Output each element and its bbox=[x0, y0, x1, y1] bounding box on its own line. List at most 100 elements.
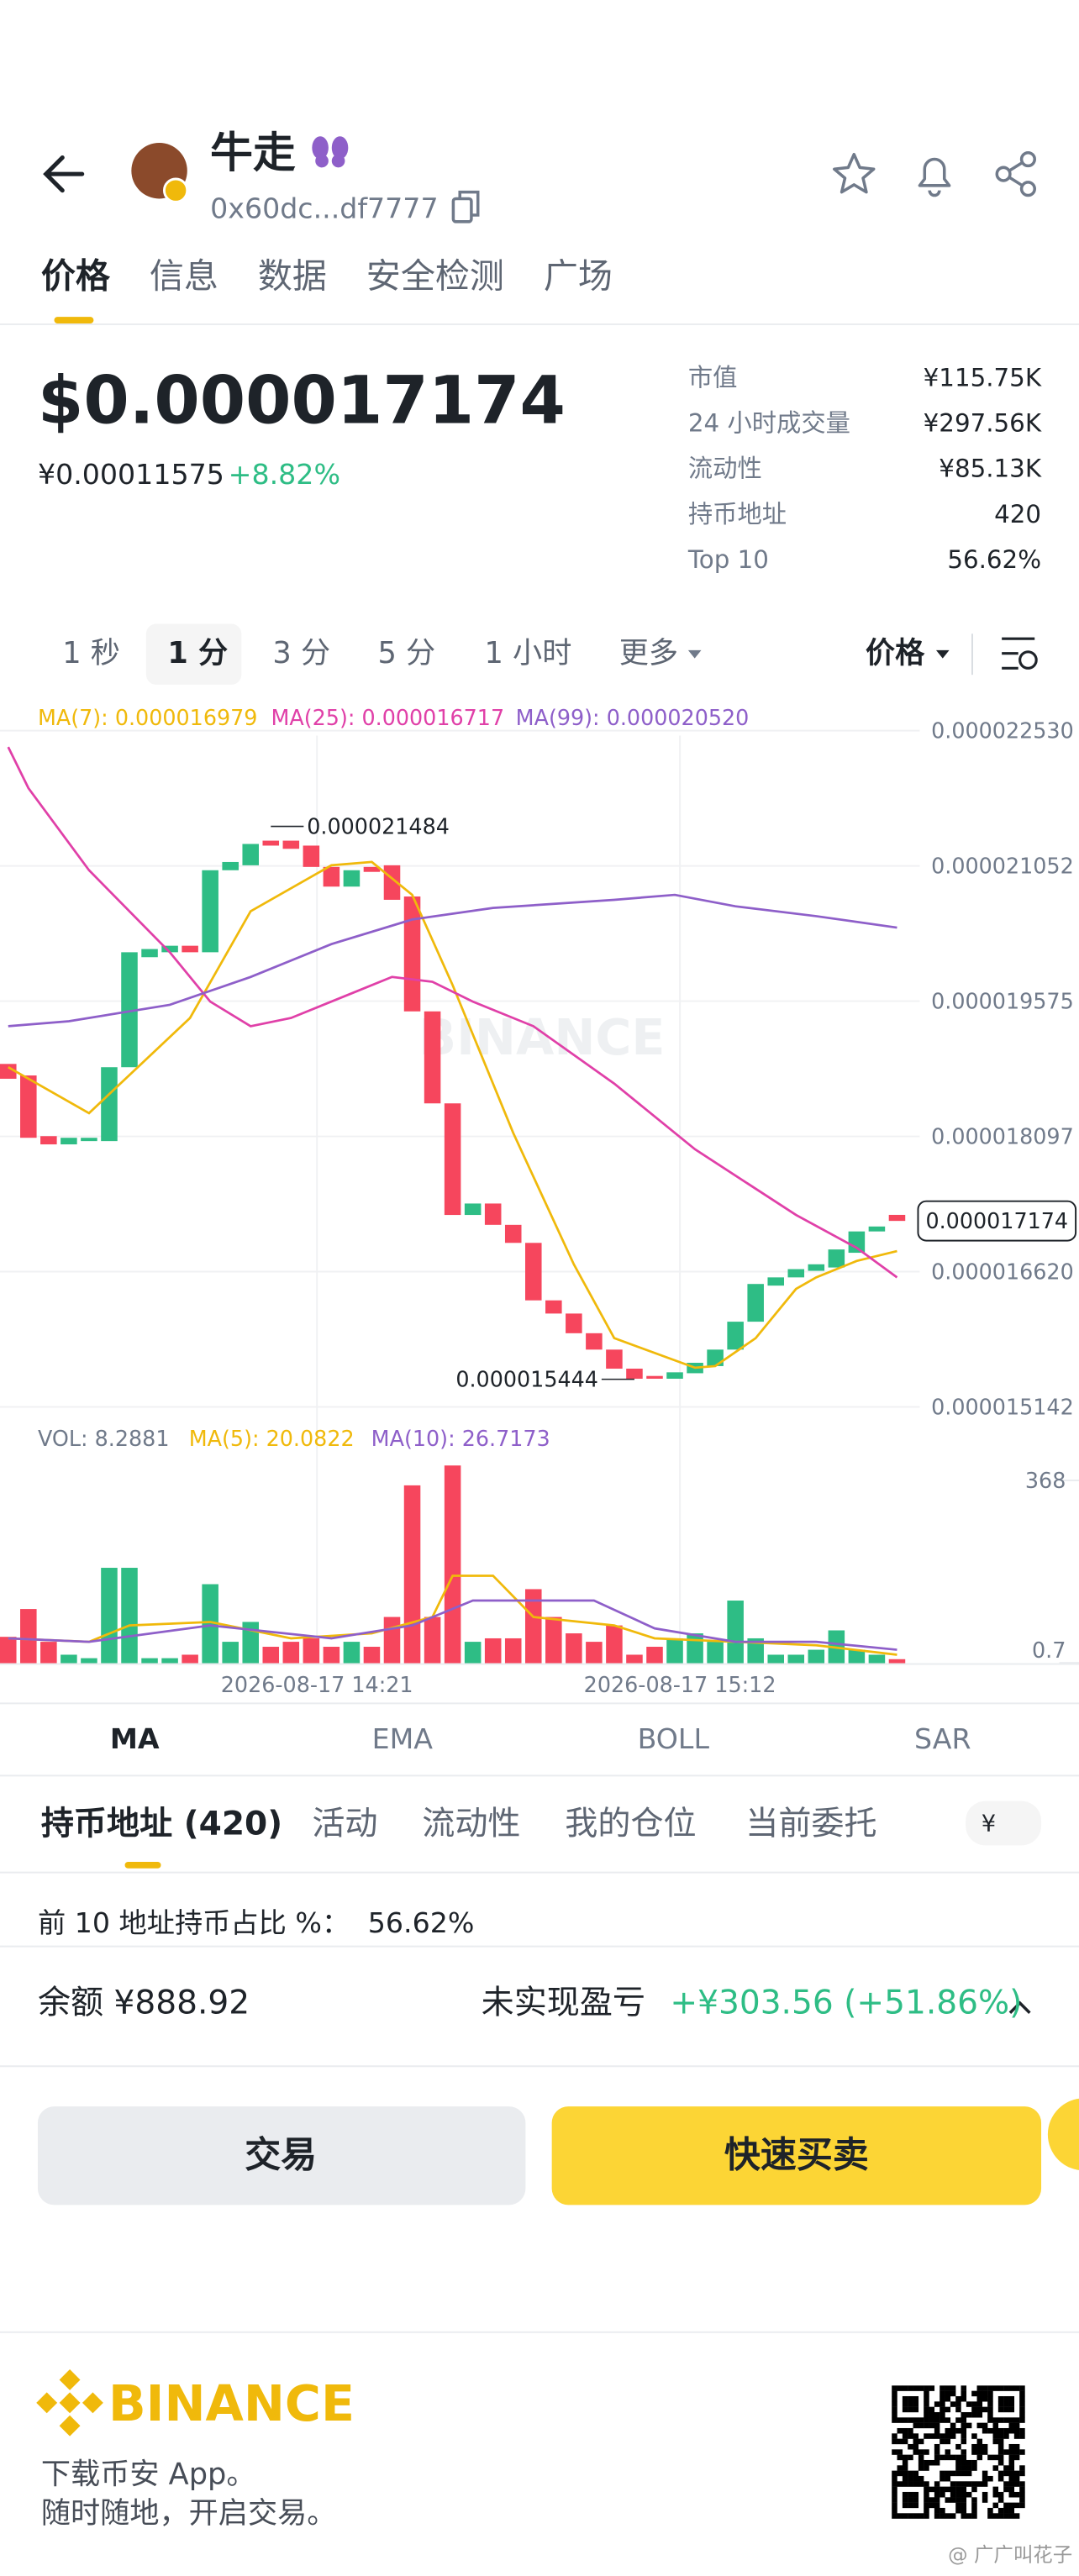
quick-buy-label[interactable]: 快速买卖 bbox=[724, 2135, 869, 2177]
qr-module bbox=[982, 2497, 988, 2503]
qr-module bbox=[1019, 2491, 1025, 2498]
qr-module bbox=[892, 2513, 897, 2519]
volume-bar bbox=[707, 1642, 724, 1664]
chart-settings-button[interactable] bbox=[1002, 637, 1038, 670]
qr-module bbox=[902, 2417, 908, 2423]
fiat-price: ¥0.00011575 bbox=[38, 458, 224, 491]
qr-module bbox=[924, 2385, 929, 2391]
qr-module bbox=[955, 2470, 961, 2477]
volume-bar bbox=[524, 1589, 542, 1664]
copy-button[interactable] bbox=[451, 190, 480, 223]
qr-module bbox=[902, 2502, 908, 2509]
indicator-tab[interactable]: EMA bbox=[372, 1722, 434, 1755]
qr-module bbox=[992, 2427, 999, 2434]
qr-module bbox=[924, 2411, 929, 2418]
qr-module bbox=[924, 2491, 929, 2498]
stat-value: ¥297.56K bbox=[924, 409, 1042, 438]
qr-module bbox=[971, 2465, 977, 2471]
qr-module bbox=[950, 2470, 956, 2477]
tab[interactable]: 价格 bbox=[41, 255, 111, 296]
volume-bar bbox=[182, 1654, 198, 1664]
volume-bar bbox=[242, 1622, 260, 1664]
interval[interactable]: 1 小时 bbox=[485, 636, 572, 670]
interval[interactable]: 更多 bbox=[619, 636, 678, 670]
holder-tab[interactable]: 持币地址 (420) bbox=[41, 1806, 282, 1843]
collapse-chevron[interactable] bbox=[1008, 2000, 1031, 2014]
candle bbox=[202, 870, 218, 953]
interval[interactable]: 1 秒 bbox=[62, 636, 120, 670]
currency-pill[interactable] bbox=[966, 1801, 1042, 1846]
qr-module bbox=[997, 2513, 1004, 2519]
qr-module bbox=[913, 2491, 919, 2498]
qr-module bbox=[1008, 2385, 1015, 2391]
back-button[interactable] bbox=[43, 155, 85, 193]
stat-label: 24 小时成交量 bbox=[688, 409, 850, 438]
qr-module bbox=[992, 2438, 999, 2445]
indicator-tab[interactable]: MA bbox=[110, 1722, 160, 1755]
holder-tab[interactable]: 我的仓位 bbox=[565, 1806, 696, 1843]
volume-bar bbox=[121, 1568, 138, 1664]
favorite-button[interactable] bbox=[833, 152, 876, 194]
holder-tab[interactable]: 流动性 bbox=[422, 1806, 520, 1843]
qr-module bbox=[992, 2486, 999, 2493]
qr-module bbox=[902, 2454, 908, 2461]
qr-module bbox=[966, 2465, 972, 2471]
qr-module bbox=[1013, 2502, 1020, 2509]
trade-label[interactable]: 交易 bbox=[245, 2135, 317, 2177]
butterfly-icon bbox=[312, 136, 349, 168]
qr-module bbox=[987, 2411, 993, 2418]
candle bbox=[20, 1075, 37, 1138]
qr-module bbox=[982, 2390, 988, 2397]
indicator-tab[interactable]: BOLL bbox=[638, 1722, 710, 1755]
candle bbox=[303, 845, 320, 867]
qr-module bbox=[987, 2507, 993, 2514]
qr-module bbox=[976, 2406, 983, 2413]
qr-module bbox=[929, 2406, 935, 2413]
qr-module bbox=[892, 2417, 897, 2423]
interval[interactable]: 1 分 bbox=[167, 636, 228, 670]
qr-module bbox=[913, 2513, 919, 2519]
qr-module bbox=[908, 2481, 913, 2487]
holder-tab[interactable]: 活动 bbox=[312, 1806, 377, 1843]
qr-module bbox=[992, 2465, 999, 2471]
qr-module bbox=[971, 2401, 977, 2407]
qr-module bbox=[924, 2513, 929, 2519]
holder-tab[interactable]: 当前委托 bbox=[745, 1806, 876, 1843]
qr-module bbox=[971, 2449, 977, 2455]
ma-line bbox=[8, 893, 897, 1028]
alert-button[interactable] bbox=[918, 157, 951, 197]
indicator-tab[interactable]: SAR bbox=[914, 1722, 971, 1755]
qr-module bbox=[918, 2465, 924, 2471]
qr-module bbox=[992, 2417, 999, 2423]
trade-button[interactable] bbox=[37, 2106, 526, 2205]
qr-module bbox=[966, 2470, 972, 2477]
qr-module bbox=[1013, 2422, 1020, 2429]
interval[interactable]: 5 分 bbox=[377, 636, 435, 670]
qr-module bbox=[934, 2486, 940, 2493]
interval[interactable]: 3 分 bbox=[272, 636, 330, 670]
qr-module bbox=[961, 2507, 967, 2514]
price-menu[interactable]: 价格 bbox=[866, 636, 925, 670]
qr-module bbox=[955, 2465, 961, 2471]
volume-bar bbox=[747, 1638, 764, 1664]
qr-module bbox=[997, 2395, 1004, 2402]
qr-module bbox=[961, 2497, 967, 2503]
qr-module bbox=[976, 2395, 983, 2402]
qr-module bbox=[1013, 2481, 1020, 2487]
qr-module bbox=[918, 2481, 924, 2487]
qr-module bbox=[950, 2422, 956, 2429]
tab[interactable]: 广场 bbox=[544, 255, 613, 296]
qr-module bbox=[929, 2486, 935, 2493]
tab[interactable]: 数据 bbox=[258, 255, 327, 296]
tab[interactable]: 安全检测 bbox=[366, 255, 504, 296]
qr-module bbox=[934, 2454, 940, 2461]
qr-module bbox=[971, 2507, 977, 2514]
quick-buy-button[interactable] bbox=[551, 2106, 1042, 2205]
qr-module bbox=[908, 2395, 913, 2402]
qr-module bbox=[924, 2507, 929, 2514]
share-button[interactable] bbox=[995, 150, 1036, 197]
qr-module bbox=[1013, 2449, 1020, 2455]
stat-label: Top 10 bbox=[687, 545, 769, 574]
y-tick-label: 0.000022530 bbox=[931, 718, 1074, 744]
tab[interactable]: 信息 bbox=[150, 255, 218, 296]
